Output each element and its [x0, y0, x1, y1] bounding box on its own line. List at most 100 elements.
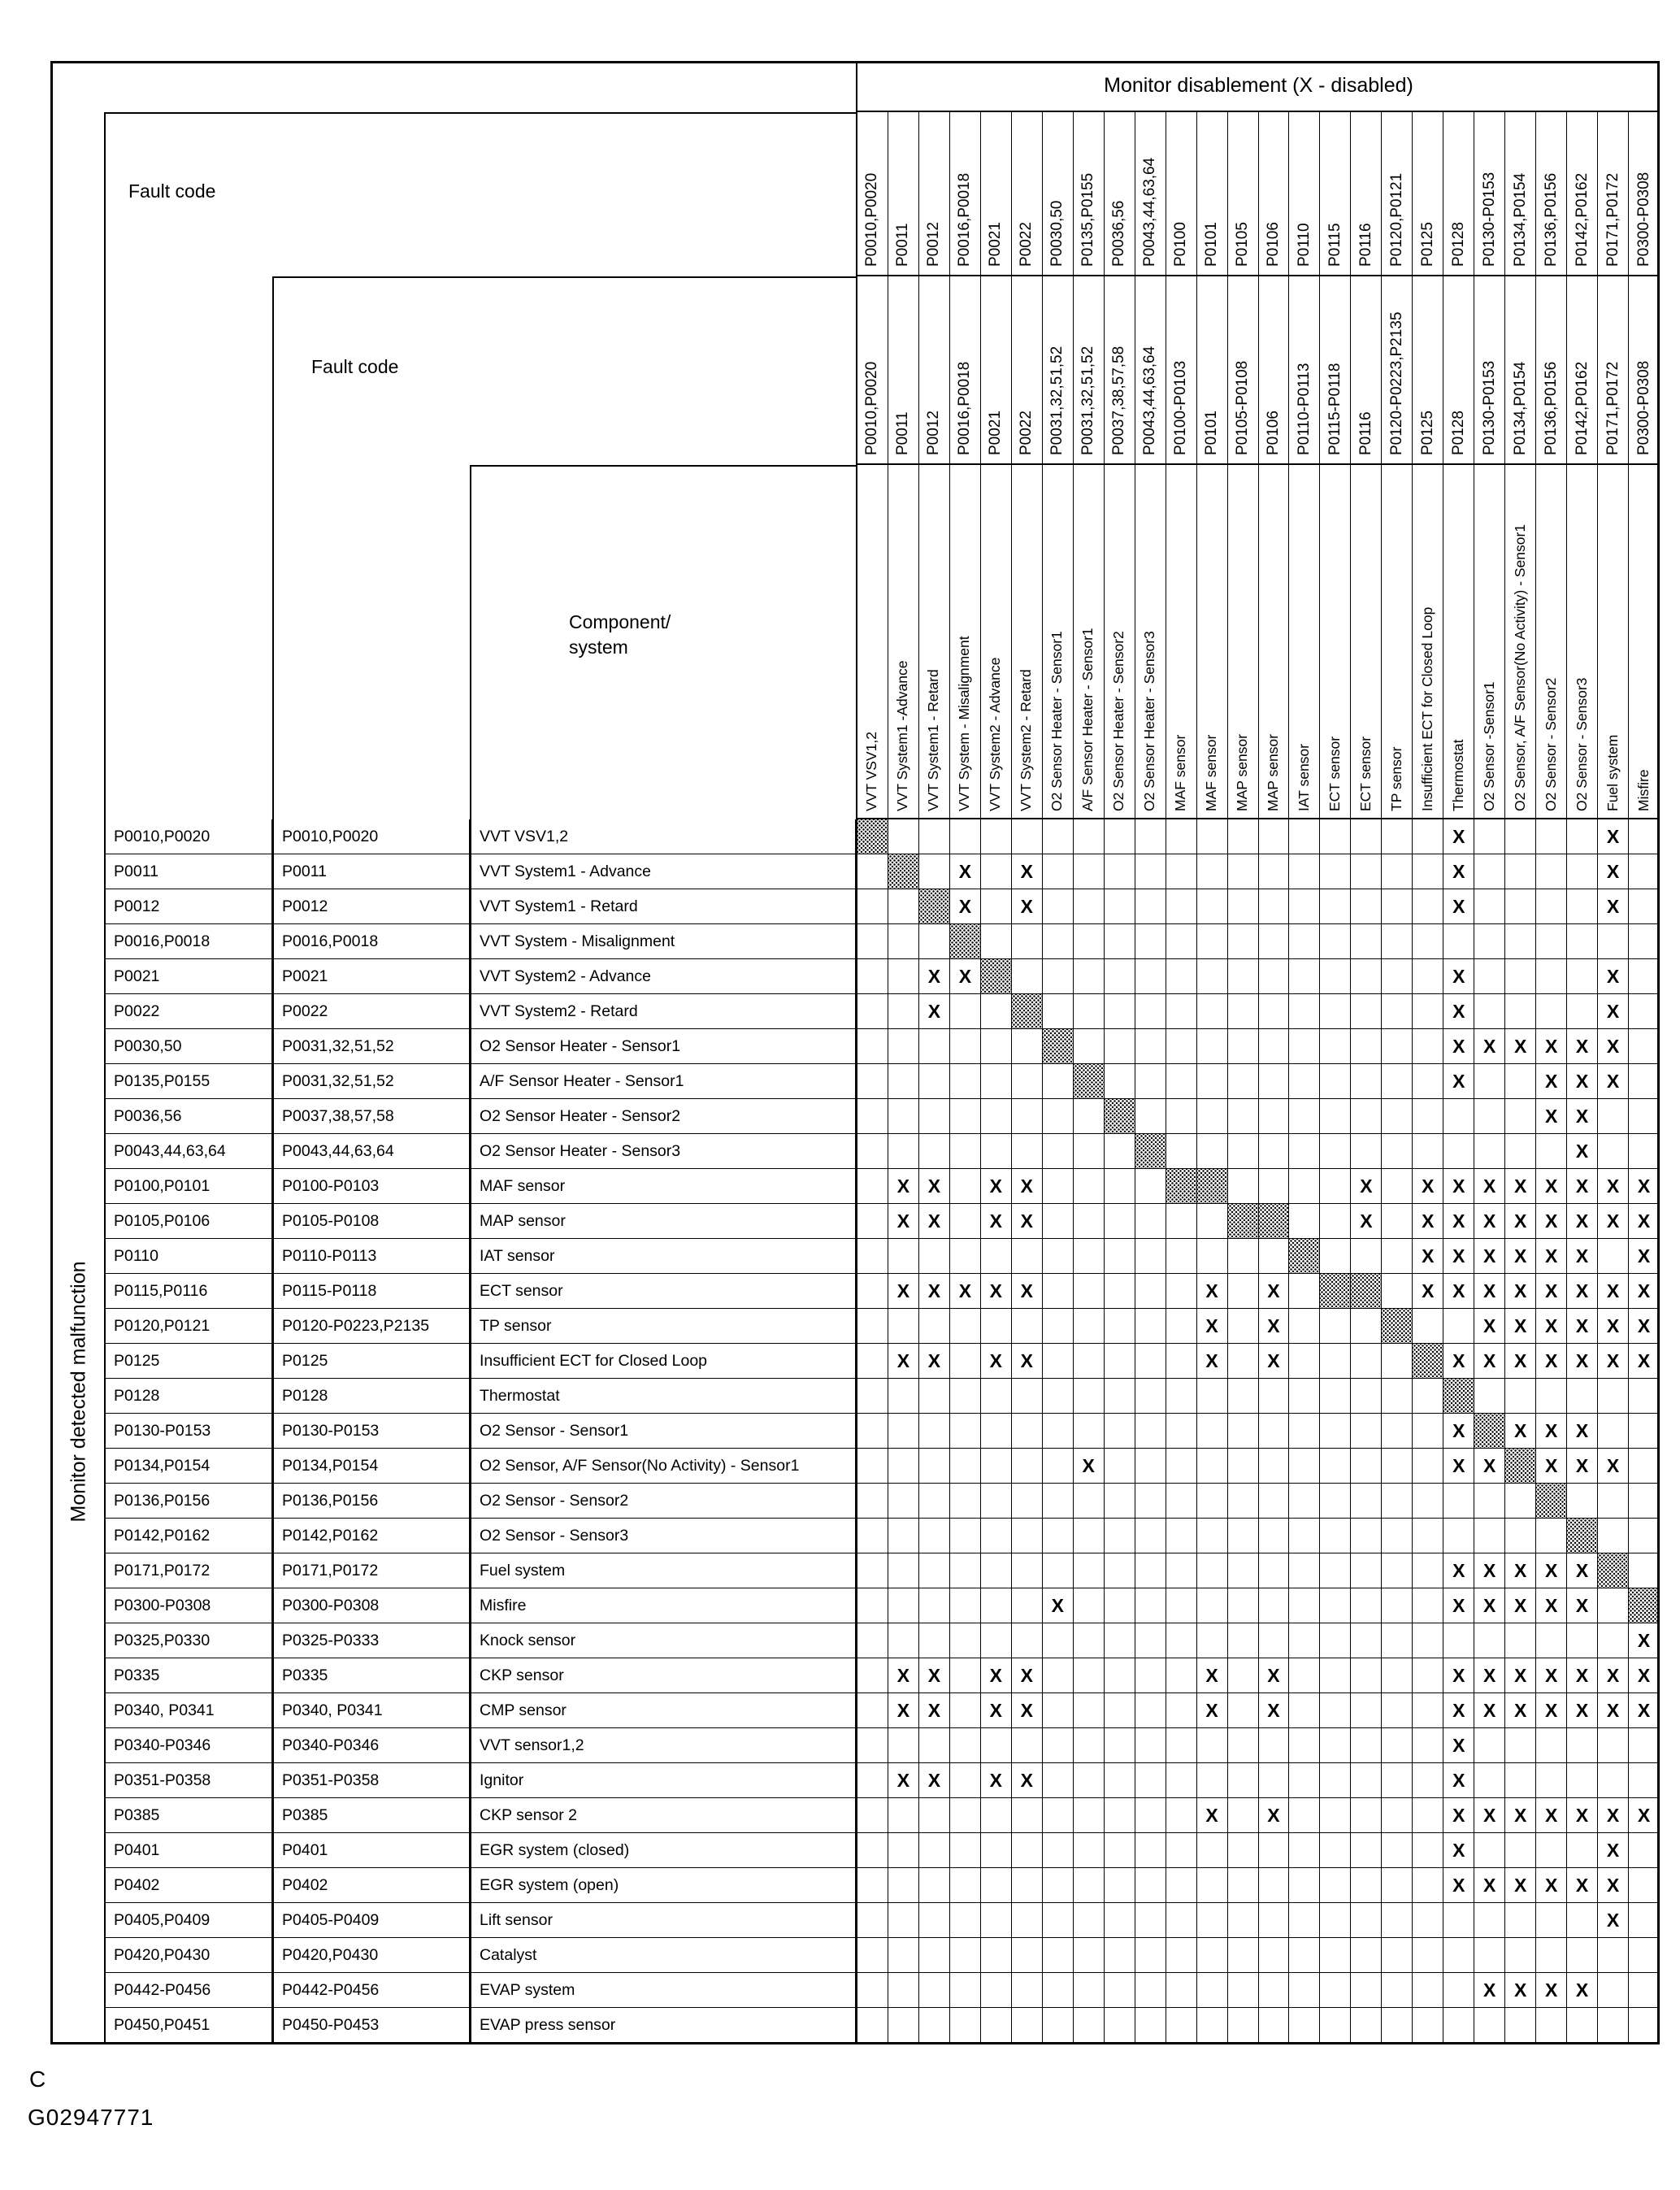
x-mark: X [1020, 860, 1033, 882]
x-mark: X [1483, 1175, 1496, 1197]
x-mark: X [1637, 1804, 1651, 1826]
col-header-text: P0110-P0113 [1295, 363, 1313, 455]
x-mark: X [1575, 1419, 1589, 1441]
matrix-cell [1505, 1728, 1537, 1763]
self-fault-cell [1320, 1274, 1352, 1309]
col-header-code2-22: P0134,P0154 [1505, 276, 1537, 465]
matrix-cell [1104, 959, 1135, 994]
matrix-cell [1227, 1309, 1259, 1344]
col-header-text: O2 Sensor, A/F Sensor(No Activity) - Sen… [1511, 524, 1528, 811]
matrix-cell [1598, 1588, 1630, 1623]
matrix-cell [1042, 2008, 1074, 2043]
disabled-mark-cell: X [1629, 1204, 1660, 1239]
matrix-cell [918, 1868, 950, 1903]
matrix-cell [1104, 1134, 1135, 1169]
x-mark: X [1205, 1699, 1218, 1721]
row-24-code1: P0325,P0330 [104, 1623, 272, 1658]
matrix-cell [980, 854, 1012, 889]
matrix-cell [1320, 1484, 1352, 1519]
matrix-cell [1166, 1623, 1197, 1658]
row-24-component: Knock sensor [470, 1623, 856, 1658]
matrix-cell [1042, 1309, 1074, 1344]
row-32-code1: P0405,P0409 [104, 1903, 272, 1938]
row-21-code1: P0142,P0162 [104, 1519, 272, 1553]
matrix-cell [1166, 1553, 1197, 1588]
row-13-code1: P0110 [104, 1239, 272, 1274]
matrix-cell [1351, 1553, 1383, 1588]
matrix-cell [1320, 854, 1352, 889]
matrix-cell [1320, 1833, 1352, 1868]
col-header-component-14: MAP sensor [1258, 465, 1290, 819]
row-16-component: Insufficient ECT for Closed Loop [470, 1344, 856, 1379]
x-mark: X [1544, 1314, 1558, 1336]
matrix-cell [949, 1763, 981, 1798]
matrix-cell [1011, 1379, 1043, 1414]
row-16-code2: P0125 [272, 1344, 470, 1379]
matrix-cell [1104, 1449, 1135, 1484]
matrix-cell [1011, 1519, 1043, 1553]
disabled-mark-cell: X [888, 1274, 919, 1309]
matrix-cell [1536, 1379, 1568, 1414]
disabled-mark-cell: X [1258, 1309, 1290, 1344]
disabled-mark-cell: X [1443, 1344, 1475, 1379]
matrix-cell [949, 1623, 981, 1658]
disabled-mark-cell: X [1598, 1274, 1630, 1309]
matrix-cell [1320, 1938, 1352, 1973]
matrix-cell [1351, 1868, 1383, 1903]
row-4-component: VVT System - Misalignment [470, 924, 856, 959]
x-mark: X [1637, 1699, 1651, 1721]
x-mark: X [1513, 1804, 1527, 1826]
matrix-cell [1382, 1134, 1413, 1169]
matrix-cell [980, 1728, 1012, 1763]
disabled-mark-cell: X [1598, 1344, 1630, 1379]
matrix-title-cell: Monitor disablement (X - disabled) [856, 61, 1660, 112]
disabled-mark-cell: X [1505, 1274, 1537, 1309]
matrix-cell [1382, 889, 1413, 924]
matrix-cell [1382, 1379, 1413, 1414]
disabled-mark-cell: X [1536, 1693, 1568, 1728]
row-3-code2: P0012 [272, 889, 470, 924]
x-mark: X [1544, 1664, 1558, 1686]
x-mark: X [1452, 1699, 1465, 1721]
matrix-cell [1011, 1449, 1043, 1484]
matrix-cell [1196, 1763, 1228, 1798]
row-21-component: O2 Sensor - Sensor3 [470, 1519, 856, 1553]
matrix-cell [888, 1134, 919, 1169]
matrix-cell [857, 1798, 888, 1833]
matrix-cell [1258, 1239, 1290, 1274]
matrix-cell [1227, 854, 1259, 889]
disabled-mark-cell: X [1629, 1344, 1660, 1379]
matrix-cell [1629, 1868, 1660, 1903]
matrix-cell [1104, 1588, 1135, 1623]
col-header-code2-25: P0171,P0172 [1598, 276, 1630, 465]
row-6-code2: P0022 [272, 994, 470, 1029]
x-mark: X [1452, 1000, 1465, 1022]
self-fault-cell [1351, 1274, 1383, 1309]
matrix-cell [888, 994, 919, 1029]
matrix-cell [1289, 2008, 1321, 2043]
row-14-code1: P0115,P0116 [104, 1274, 272, 1309]
x-mark: X [1544, 1210, 1558, 1232]
x-mark: X [1452, 1035, 1465, 1057]
matrix-cell [1104, 1344, 1135, 1379]
matrix-cell [888, 1728, 919, 1763]
self-fault-cell [1135, 1134, 1166, 1169]
matrix-cell [1227, 1728, 1259, 1763]
col-header-component-10: O2 Sensor Heater - Sensor3 [1135, 465, 1166, 819]
matrix-cell [1320, 1029, 1352, 1064]
disabled-mark-cell: X [1567, 1169, 1599, 1204]
matrix-cell [949, 1414, 981, 1449]
disabled-mark-cell: X [980, 1658, 1012, 1693]
matrix-cell [1413, 1449, 1444, 1484]
matrix-cell [1320, 1134, 1352, 1169]
row-7-code2: P0031,32,51,52 [272, 1029, 470, 1064]
col-header-component-15: IAT sensor [1289, 465, 1321, 819]
disabled-mark-cell: X [1443, 1204, 1475, 1239]
x-mark: X [1575, 1035, 1589, 1057]
x-mark: X [927, 1769, 941, 1791]
matrix-cell [1413, 1519, 1444, 1553]
x-mark: X [1205, 1804, 1218, 1826]
disabled-mark-cell: X [1011, 1658, 1043, 1693]
matrix-cell [1135, 1553, 1166, 1588]
matrix-cell [1196, 1099, 1228, 1134]
